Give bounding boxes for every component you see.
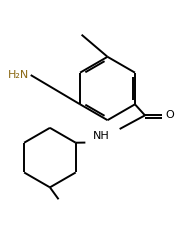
Text: H₂N: H₂N [8, 70, 29, 80]
Text: O: O [166, 110, 174, 120]
Text: NH: NH [92, 131, 109, 141]
